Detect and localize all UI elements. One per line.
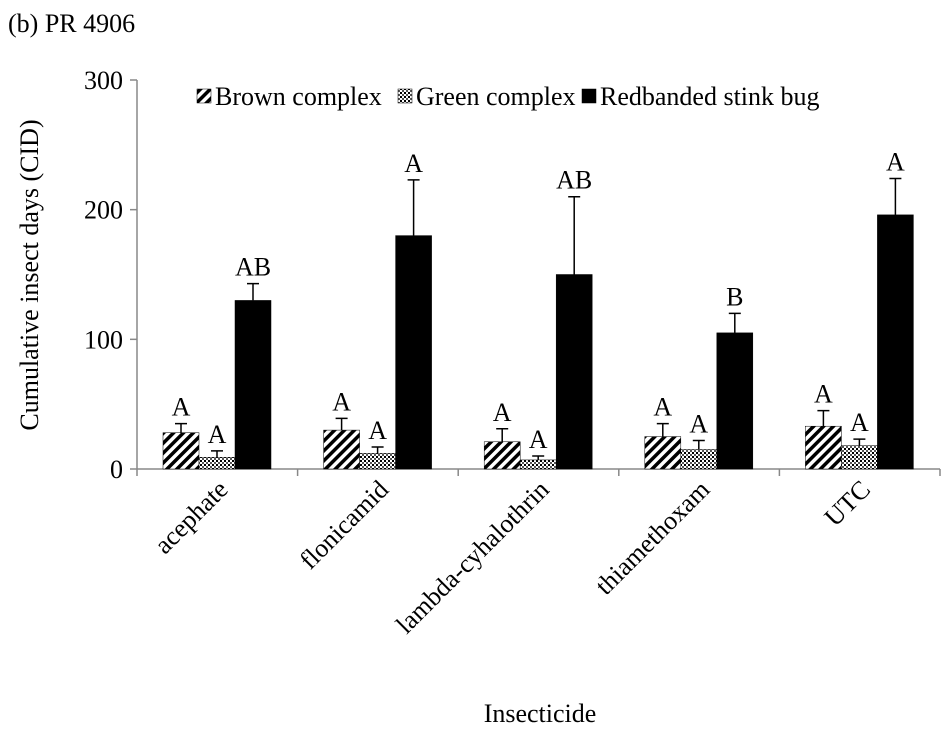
y-tick-label: 100 [84,325,123,354]
error-bar [371,446,384,454]
error-bar [335,417,348,431]
legend-swatch [397,88,413,104]
legend-label: Green complex [416,82,576,111]
y-tick-label: 0 [110,455,123,484]
x-tick-label: acephate [149,475,234,560]
significance-label: A [886,148,905,177]
x-axis-label: Insecticide [484,699,597,728]
y-axis-label: Cumulative insect days (CID) [15,119,44,430]
bar [323,429,360,470]
error-bar [817,409,830,427]
legend-label: Redbanded stink bug [600,82,820,111]
bar [395,235,432,470]
error-bar [247,282,259,301]
error-bar [889,177,902,215]
significance-label: A [332,387,351,416]
error-bar [692,439,705,450]
bar [805,425,842,470]
bar [234,300,272,470]
x-tick-label: thiamethoxam [590,475,716,601]
error-bar [568,195,581,275]
significance-label: A [689,409,708,438]
bar [483,441,521,470]
bar [198,457,236,470]
x-tick-label: UTC [819,475,876,532]
bar [519,459,557,470]
significance-label: A [653,393,672,422]
panel-label: (b) PR 4906 [8,9,135,38]
bar [555,274,593,470]
error-bar [656,422,669,437]
x-tick-label: flonicamid [294,475,394,575]
error-bar [853,438,866,446]
significance-label: A [493,398,512,427]
significance-label: A [172,393,191,422]
error-bar [211,450,223,458]
significance-label: A [208,420,227,449]
y-tick-label: 300 [84,66,123,95]
bar [680,449,718,470]
significance-label: A [850,408,869,437]
legend-label: Brown complex [215,82,382,111]
significance-label: A [529,425,548,454]
legend-swatch [196,88,212,104]
error-bar [496,428,509,442]
bar [162,432,200,470]
error-bar [728,312,741,333]
x-tick-label: lambda-cyhalothrin [390,475,554,639]
significance-label: A [814,380,833,409]
legend-swatch [581,88,597,104]
significance-label: AB [556,166,592,195]
bar [841,445,878,470]
bar [359,453,396,470]
bar [877,214,914,470]
significance-label: A [404,149,423,178]
error-bar [407,179,420,236]
bar [644,436,682,470]
error-bar [175,422,187,433]
significance-label: B [726,282,743,311]
y-tick-label: 200 [84,196,123,225]
significance-label: A [368,416,387,445]
significance-label: AB [235,253,271,282]
bar [716,332,754,470]
error-bar [532,455,545,460]
